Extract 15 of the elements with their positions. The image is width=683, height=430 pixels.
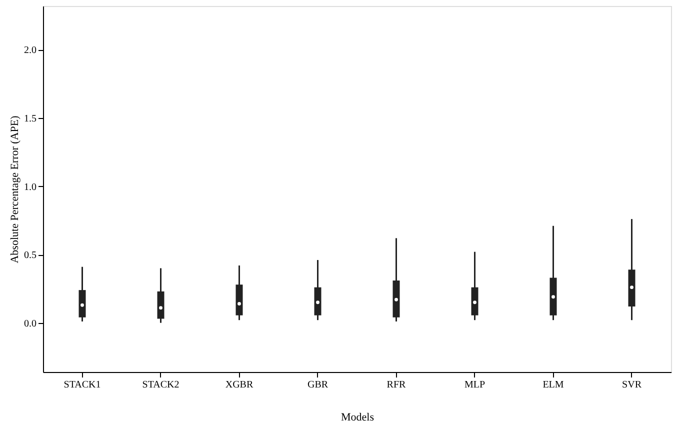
x-tick-label: STACK2 (142, 380, 180, 390)
x-tick-label: XGBR (225, 380, 254, 390)
y-tick-label: 1.0 (24, 182, 36, 193)
y-tick-label: 0.5 (24, 250, 36, 262)
x-axis-title: Models (341, 412, 374, 424)
x-tick-label: MLP (464, 380, 486, 390)
x-tick-label: GBR (307, 380, 328, 390)
y-tick-label: 1.5 (24, 113, 36, 124)
x-tick-label: ELM (542, 380, 564, 390)
y-tick-label: 0.0 (24, 318, 36, 330)
x-tick-label: STACK1 (64, 380, 101, 390)
y-tick-label: 2.0 (24, 45, 36, 56)
y-axis-title: Absolute Percentage Error (APE) (9, 115, 21, 264)
x-tick-label: RFR (386, 380, 406, 390)
x-tick-label: SVR (622, 380, 642, 390)
